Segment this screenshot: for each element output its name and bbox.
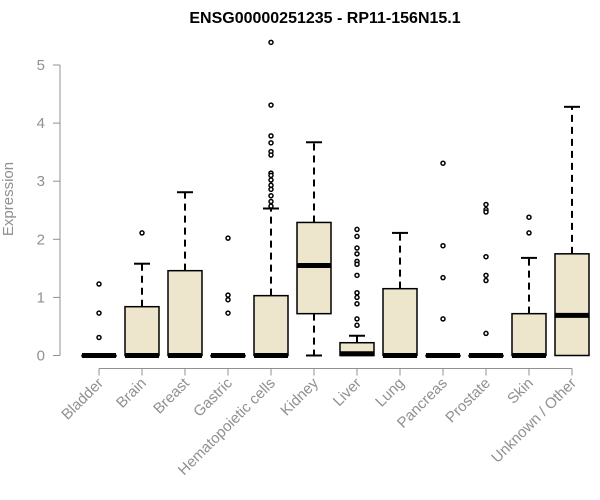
outlier-point [268,140,274,146]
x-tick-label: Prostate [442,375,494,427]
outlier-point [268,192,274,199]
y-tick-label: 3 [37,173,45,190]
outlier-point [483,272,489,279]
box-lung [382,231,418,358]
box-body [167,269,203,357]
box-body [296,221,332,315]
box-bladder [81,281,117,358]
outlier-point [268,198,274,205]
outlier-point [354,290,360,296]
box-brain [124,230,160,358]
outlier-point [440,242,446,249]
outlier-point [440,316,446,322]
box-gastric [210,235,246,358]
outlier-point [526,230,532,236]
y-tick-label: 2 [37,231,45,248]
box-liver [339,226,375,357]
outlier-point [96,334,102,341]
x-tick-label: Bladder [58,375,107,424]
outlier-point [268,102,274,108]
outlier-point [440,160,446,166]
box-body [124,305,160,357]
x-tick-label: Liver [330,375,365,410]
y-tick-label: 0 [37,348,45,365]
box-body [554,253,590,357]
outlier-point [354,226,360,233]
outlier-point [483,209,489,215]
outlier-point [440,274,446,281]
outlier-point [526,214,532,220]
x-tick-label: Breast [150,374,193,417]
outlier-point [268,152,274,158]
outlier-point [225,292,231,298]
box-skin [511,214,547,358]
outlier-point [139,230,145,236]
box-pancreas [425,160,461,358]
box-prostate [468,201,504,358]
outlier-point [268,172,274,179]
boxes-group [81,39,590,358]
outlier-point [354,294,360,301]
outlier-point [354,322,360,329]
box-body [382,287,418,357]
outlier-point [96,281,102,287]
x-tick-label: Skin [504,375,537,408]
outlier-point [354,261,360,268]
box-breast [167,191,203,358]
box-hematopoietic-cells [253,39,289,358]
outlier-point [354,301,360,307]
box-unknown-other [554,105,590,357]
outlier-point [96,310,102,316]
box-kidney [296,141,332,357]
outlier-point [268,177,274,183]
x-tick-label: Kidney [277,374,322,419]
outlier-point [268,203,274,209]
outlier-point [354,251,360,257]
y-axis-label: Expression [0,162,17,236]
outlier-point [268,186,274,193]
chart-title: ENSG00000251235 - RP11-156N15.1 [189,10,460,27]
outlier-point [268,133,274,139]
box-body [253,294,289,357]
outlier-point [225,310,231,316]
outlier-point [483,330,489,337]
y-axis: 0 1 2 3 4 5 [37,57,61,365]
outlier-point [225,296,231,303]
outlier-point [483,277,489,284]
x-tick-label: Lung [372,375,408,411]
y-tick-label: 4 [37,115,45,132]
outlier-point [354,245,360,251]
outlier-point [483,253,489,260]
outlier-point [268,39,274,46]
box-body [511,312,547,357]
outlier-point [354,272,360,279]
y-tick-label: 5 [37,57,45,74]
outlier-point [225,235,231,241]
outlier-point [483,201,489,208]
x-tick-label: Brain [113,375,150,412]
outlier-point [354,316,360,322]
y-tick-label: 1 [37,289,45,306]
outlier-point [354,233,360,240]
